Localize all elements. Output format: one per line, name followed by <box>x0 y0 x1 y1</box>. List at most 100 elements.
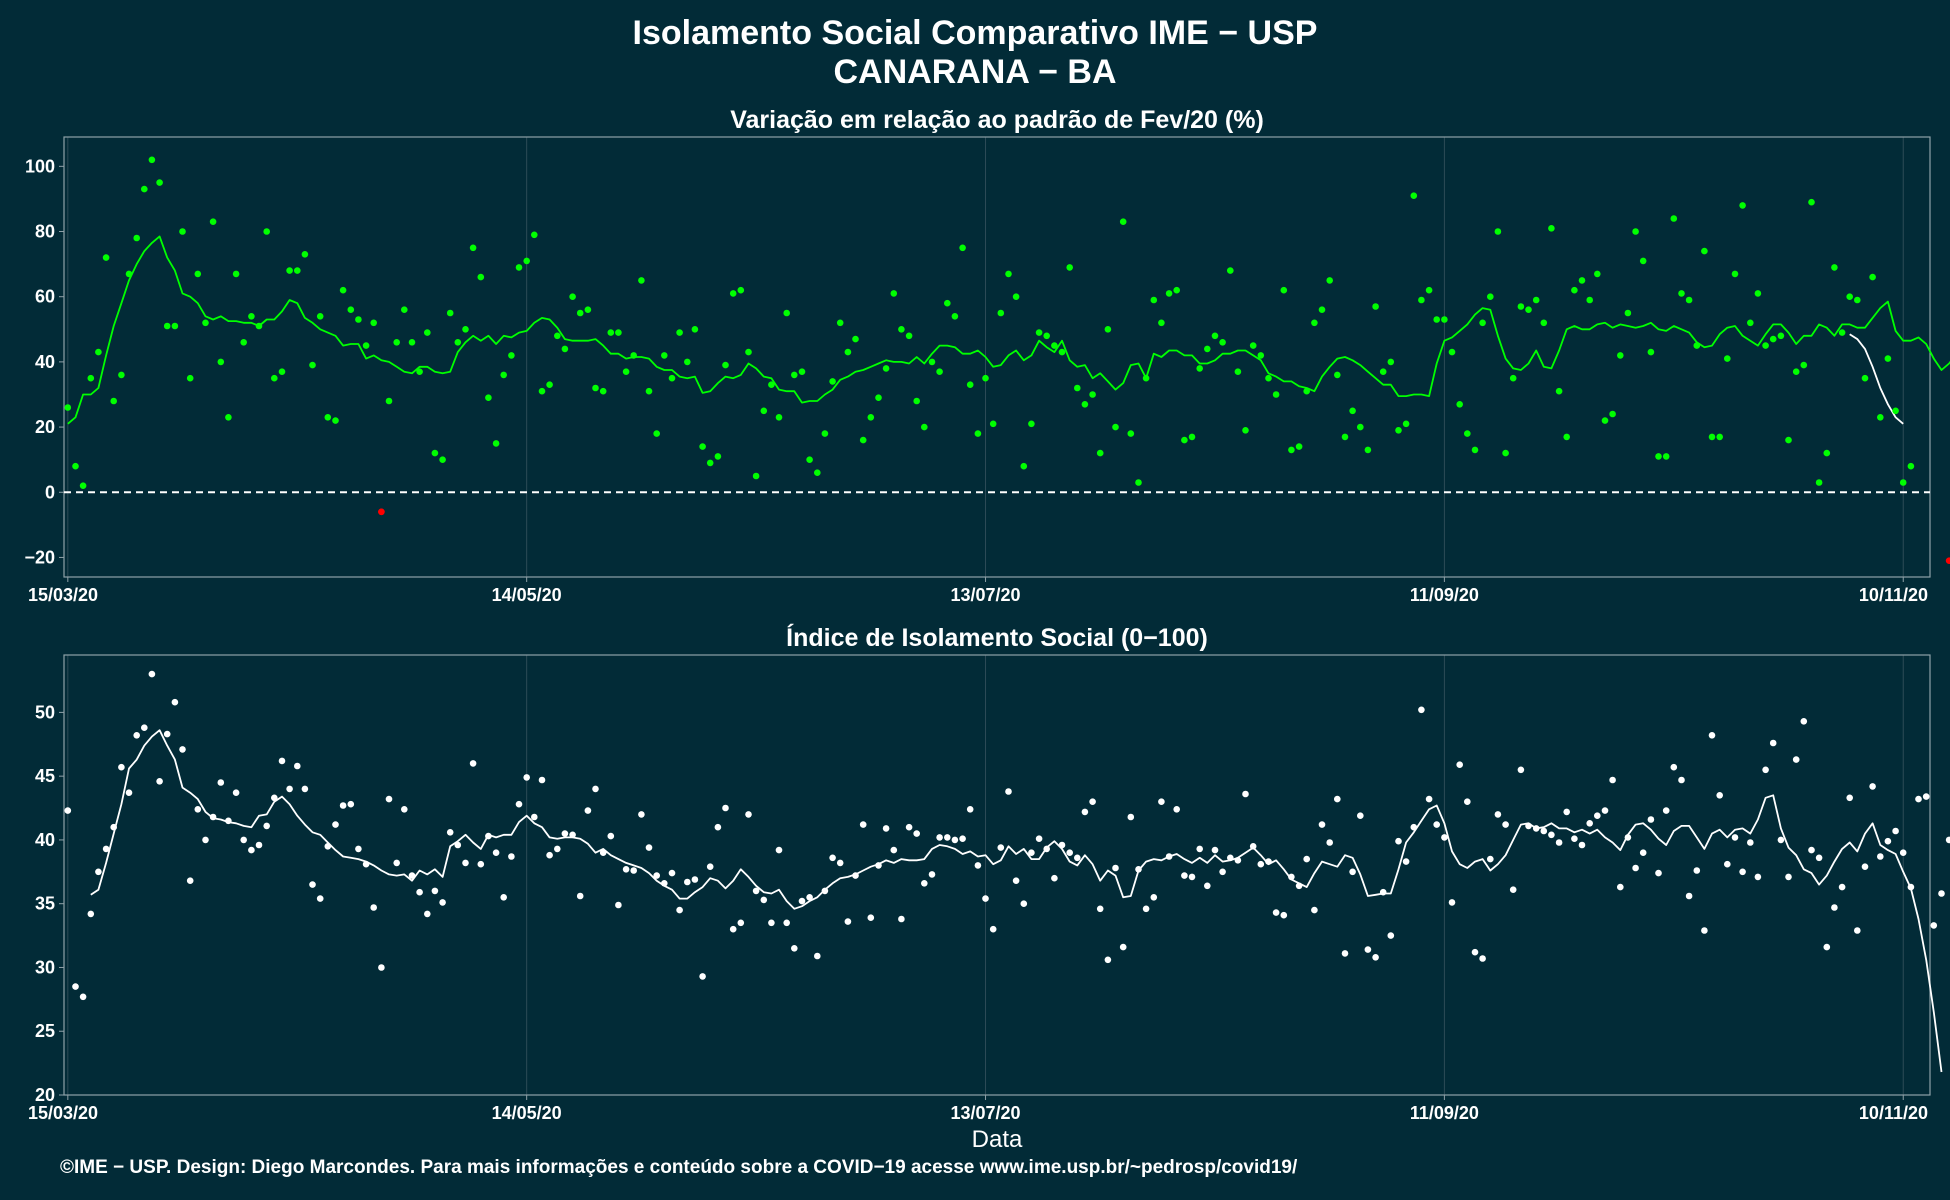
x-tick-label: 15/03/20 <box>28 585 98 605</box>
data-point <box>852 335 859 343</box>
data-point <box>332 417 339 424</box>
data-point <box>248 846 255 854</box>
data-point <box>523 257 530 265</box>
data-point <box>79 482 87 490</box>
data-point <box>72 983 79 990</box>
data-point <box>1563 808 1570 816</box>
data-point <box>1081 401 1089 408</box>
data-point <box>332 821 339 828</box>
data-point <box>1074 384 1081 392</box>
data-point <box>508 853 515 860</box>
data-point <box>668 869 676 877</box>
data-point <box>592 785 599 793</box>
data-point <box>699 443 706 450</box>
data-point <box>1800 361 1808 369</box>
data-point <box>974 430 982 437</box>
data-point <box>1701 247 1708 255</box>
data-point <box>821 887 829 895</box>
data-point <box>202 836 209 844</box>
data-point <box>401 806 408 813</box>
data-point <box>1769 739 1777 747</box>
data-point <box>729 925 737 933</box>
data-point <box>1785 436 1792 444</box>
data-point <box>186 374 194 382</box>
data-point <box>622 866 630 873</box>
data-point <box>1318 306 1326 314</box>
data-point <box>1716 792 1723 799</box>
data-point <box>1058 348 1066 356</box>
data-point <box>875 394 882 402</box>
data-point <box>722 361 729 369</box>
data-point <box>1747 839 1754 846</box>
data-point <box>1509 374 1517 382</box>
data-point <box>64 807 72 814</box>
x-tick-label: 14/05/20 <box>492 585 562 605</box>
data-point <box>255 841 263 849</box>
data-point <box>1532 825 1540 832</box>
data-point <box>615 901 622 909</box>
y-tick-label: 40 <box>35 352 55 372</box>
y-tick-label: −20 <box>24 547 55 567</box>
data-point <box>1357 812 1364 819</box>
data-point <box>118 763 125 771</box>
data-point <box>1632 864 1639 872</box>
data-point <box>569 831 576 839</box>
data-point <box>469 244 477 252</box>
data-point <box>1387 932 1395 939</box>
data-point <box>1747 319 1754 327</box>
data-point <box>1678 290 1685 297</box>
data-point <box>64 404 72 411</box>
data-point <box>760 896 768 904</box>
data-point <box>913 397 920 405</box>
data-point <box>255 322 263 330</box>
data-point <box>309 881 316 888</box>
data-point <box>684 878 691 886</box>
x-tick-label: 13/07/20 <box>950 585 1020 605</box>
data-point <box>1938 890 1945 897</box>
data-point <box>408 872 416 879</box>
data-point <box>1601 417 1609 424</box>
data-point <box>1678 776 1685 784</box>
data-point <box>1823 943 1831 951</box>
data-point <box>554 845 561 853</box>
data-point <box>1418 296 1425 304</box>
data-point <box>645 844 653 851</box>
data-point <box>1838 329 1846 336</box>
data-point <box>1739 868 1746 876</box>
data-point <box>1685 892 1693 900</box>
data-point <box>1693 867 1701 874</box>
data-point <box>347 800 355 808</box>
data-point <box>1685 296 1693 304</box>
data-point <box>1525 306 1532 314</box>
data-point <box>1762 342 1769 349</box>
data-point <box>1173 286 1180 294</box>
data-point <box>339 286 347 294</box>
data-point <box>829 854 836 862</box>
data-point <box>898 915 905 923</box>
data-point <box>339 802 347 809</box>
data-point <box>1555 839 1563 846</box>
data-point <box>278 368 286 376</box>
data-point <box>508 352 515 359</box>
data-point <box>1662 807 1670 814</box>
data-point <box>997 309 1005 317</box>
data-point <box>1112 423 1119 431</box>
data-point <box>1777 836 1785 844</box>
x-tick-label: 10/11/20 <box>1859 585 1928 605</box>
data-point <box>1119 943 1127 951</box>
data-point <box>798 897 806 905</box>
data-point <box>163 322 171 330</box>
data-point <box>1242 427 1249 434</box>
data-point <box>1089 798 1096 805</box>
data-point <box>859 436 867 444</box>
data-point <box>676 329 683 336</box>
data-point <box>385 397 393 405</box>
data-point <box>1708 732 1716 739</box>
data-point <box>760 407 768 415</box>
data-point <box>1295 882 1303 890</box>
data-point <box>1922 793 1930 800</box>
data-point <box>355 845 362 853</box>
data-point <box>630 352 637 359</box>
data-point <box>959 835 966 842</box>
panel-border <box>63 136 1931 578</box>
